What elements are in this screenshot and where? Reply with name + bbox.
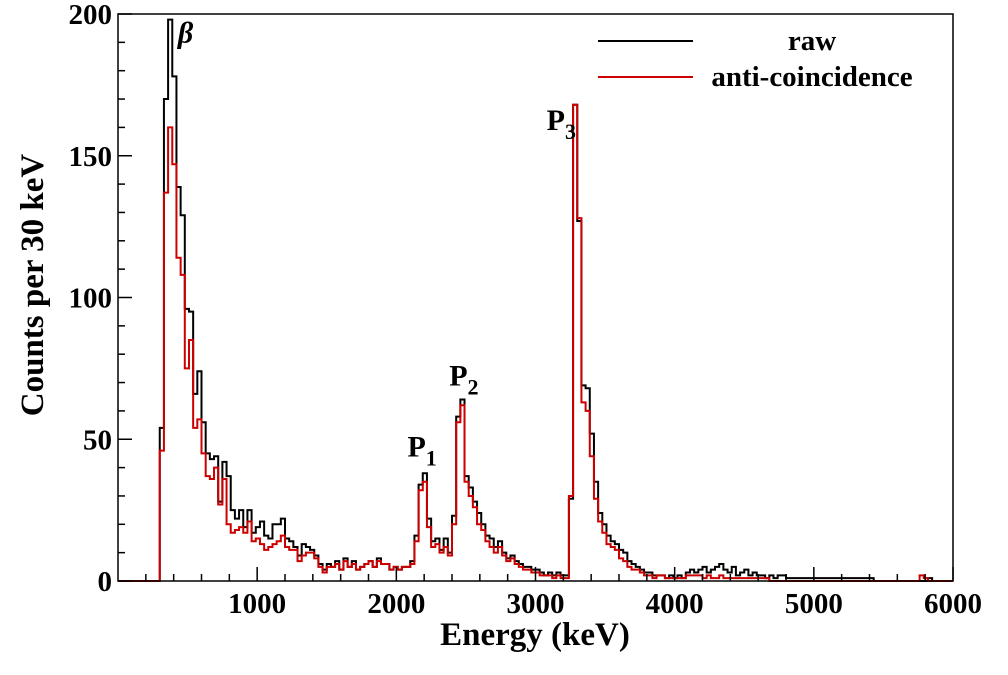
series-anti-coincidence [118,103,953,582]
x-axis-label: Energy (keV) [440,617,630,653]
x-tick-label: 2000 [367,588,425,620]
axis-labels: Energy (keV) Counts per 30 keV [15,154,630,653]
peak-label: β [177,16,194,49]
y-tick-label: 200 [69,0,113,31]
peak-label-subscript: 2 [468,374,479,399]
x-tick-label: 5000 [785,588,843,620]
peak-label-subscript: 1 [426,445,437,470]
y-tick-label: 50 [83,424,112,456]
plot-area [118,18,953,582]
x-tick-label: 1000 [228,588,286,620]
legend-label: anti-coincidence [711,61,912,93]
x-tick-label: 6000 [924,588,982,620]
x-tick-label: 3000 [507,588,565,620]
y-axis-label: Counts per 30 keV [15,154,51,417]
x-tick-label: 4000 [646,588,704,620]
legend: raw anti-coincidence [598,25,913,93]
legend-label: raw [788,25,836,57]
axes: 1000 2000 3000 4000 5000 6000 0 50 100 150 200 [69,0,983,620]
y-tick-label: 0 [98,566,113,598]
peak-label-subscript: 3 [565,119,576,144]
y-tick-label: 150 [69,141,113,173]
y-tick-label: 100 [69,283,113,315]
